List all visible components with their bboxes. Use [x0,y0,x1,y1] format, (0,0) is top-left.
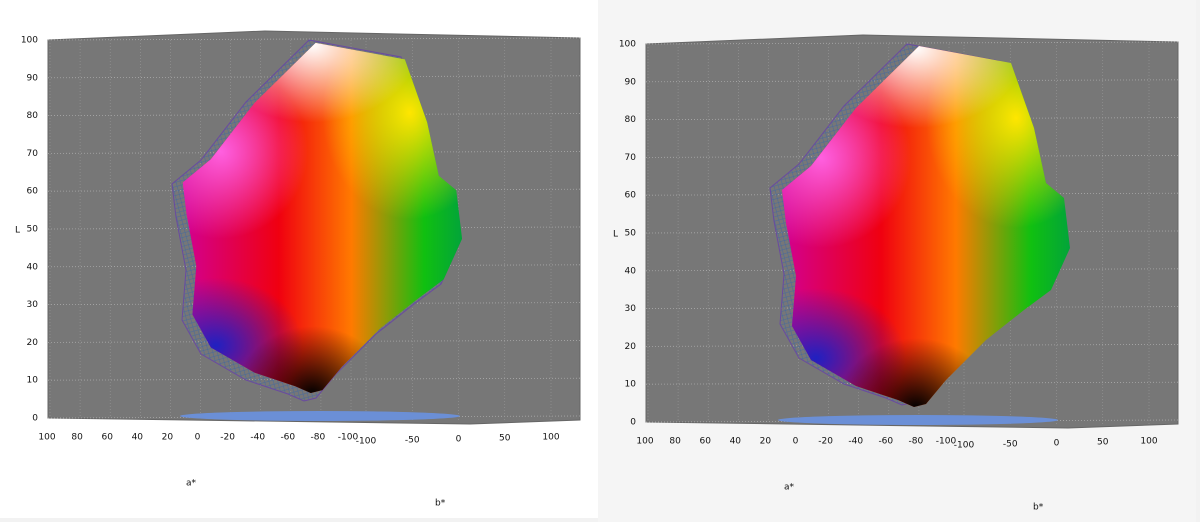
l-tick-label: 0 [630,418,636,428]
l-tick-label: 50 [625,229,637,239]
l-tick-label: 0 [32,414,38,424]
l-tick-label: 100 [619,40,636,50]
a-tick-label: 100 [636,437,653,447]
l-tick-label: 70 [625,153,637,163]
a-tick-label: 40 [132,433,144,443]
l-tick-label: 60 [625,191,637,201]
a-tick-label: -80 [909,437,924,447]
l-tick-label: 50 [27,225,39,235]
a-tick-label: 0 [793,437,799,447]
l-tick-label: 10 [625,380,637,390]
panel: 0 10 20 30 40 50 60 70 80 90 100 100 80 60 40 20 0 -20 -40… [0,0,598,518]
b-tick-label: 50 [499,434,511,444]
l-tick-label: 90 [625,77,637,87]
a-tick-label: -60 [280,433,295,443]
b-tick-label: 50 [1097,438,1109,448]
a-tick-label: -80 [311,433,326,443]
floor-projection [180,411,460,421]
a-tick-label: -40 [250,433,265,443]
a-tick-label: 100 [38,433,55,443]
l-tick-label: 100 [21,36,38,46]
a-tick-label: -60 [878,437,893,447]
l-tick-label: 70 [27,149,39,159]
a-tick-label: 20 [162,433,174,443]
a-axis-label: a* [186,479,197,489]
a-tick-label: 60 [699,437,711,447]
b-tick-label: -100 [356,437,377,447]
l-tick-label: 20 [625,342,637,352]
l-tick-label: 40 [27,262,39,272]
b-axis-label: b* [1033,503,1044,513]
l-tick-label: 60 [27,187,39,197]
l-tick-label: 80 [625,115,637,125]
b-tick-label: 0 [456,435,462,445]
a-tick-label: -100 [338,433,359,443]
l-axis-label: L [613,230,618,240]
a-tick-label: 80 [669,437,681,447]
b-tick-label: 100 [1140,437,1157,447]
a-tick-label: 40 [730,437,742,447]
l-tick-label: 20 [27,338,39,348]
b-tick-label: 100 [542,433,559,443]
l-tick-label: 10 [27,376,39,386]
a-tick-label: 80 [71,433,83,443]
l-tick-label: 40 [625,266,637,276]
l-tick-label: 30 [27,300,39,310]
a-tick-label: -20 [220,433,235,443]
a-tick-label: -100 [936,437,957,447]
floor-projection [778,415,1058,425]
b-tick-label: 0 [1054,439,1060,449]
a-tick-label: 0 [195,433,201,443]
a-tick-label: -20 [818,437,833,447]
b-tick-label: -50 [405,436,420,446]
a-tick-label: 20 [760,437,772,447]
l-tick-label: 30 [625,304,637,314]
a-tick-label: 60 [101,433,113,443]
l-tick-label: 80 [27,111,39,121]
b-tick-label: -50 [1003,440,1018,450]
a-axis-label: a* [784,483,795,493]
b-tick-label: -100 [954,441,975,451]
b-axis-label: b* [435,499,446,509]
l-axis-label: L [15,226,20,236]
a-tick-label: -40 [848,437,863,447]
panel: 0 10 20 30 40 50 60 70 80 90 100 100 80 60 40 20 0 -20 -40… [598,0,1196,522]
l-tick-label: 90 [27,73,39,83]
